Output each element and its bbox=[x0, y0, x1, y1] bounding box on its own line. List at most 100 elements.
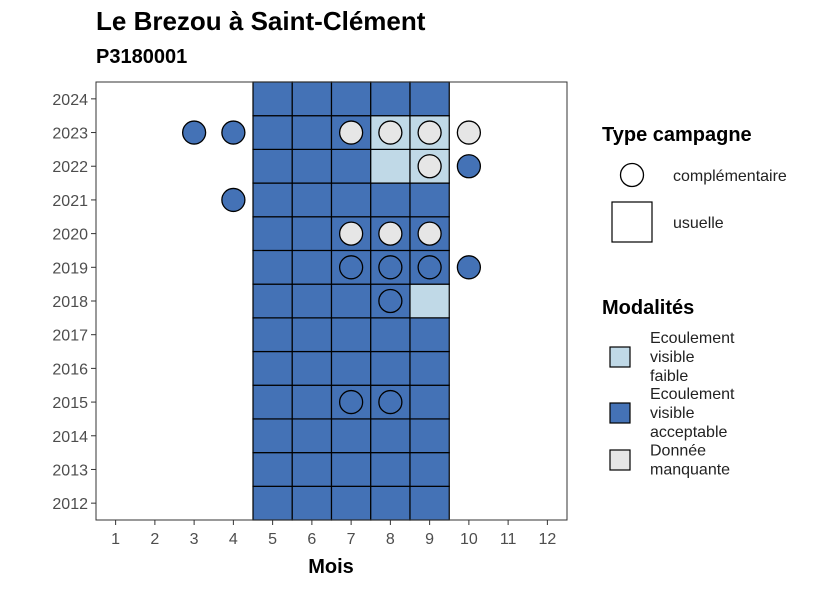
tile-usuelle-2018-7 bbox=[330, 283, 372, 319]
tile-usuelle-2017-5 bbox=[252, 317, 293, 353]
point-complementaire-2019-7 bbox=[338, 255, 364, 280]
point-complementaire-2022-10 bbox=[456, 154, 482, 179]
point-complementaire-2019-9 bbox=[417, 255, 442, 280]
tile-usuelle-2012-8 bbox=[370, 485, 411, 521]
x-tick-label-5: 5 bbox=[268, 531, 277, 548]
tiles-layer bbox=[252, 81, 450, 521]
tile-usuelle-2021-8 bbox=[370, 182, 411, 218]
x-tick-label-12: 12 bbox=[538, 531, 556, 548]
point-complementaire-2020-9 bbox=[417, 221, 442, 246]
x-axis: 1 2 3 4 5 6 7 8 9 10 11 12 bbox=[111, 520, 556, 548]
legend-type-campagne: Type campagne complémentaire usuelle bbox=[602, 124, 787, 243]
tile-usuelle-2021-6 bbox=[291, 182, 333, 218]
point-complementaire-2023-9 bbox=[417, 120, 442, 145]
legend-label-modalite-2: Donnée manquante bbox=[650, 443, 730, 479]
tile-usuelle-2018-5 bbox=[252, 283, 293, 319]
y-tick-label-2022: 2022 bbox=[52, 159, 88, 176]
point-complementaire-2020-8 bbox=[378, 221, 403, 246]
point-complementaire-2020-7 bbox=[338, 221, 364, 246]
x-tick-label-11: 11 bbox=[500, 531, 517, 548]
tile-usuelle-2016-5 bbox=[252, 350, 293, 386]
tile-usuelle-2012-9 bbox=[409, 485, 450, 521]
point-complementaire-2015-7 bbox=[338, 389, 364, 415]
x-tick-label-3: 3 bbox=[190, 531, 199, 548]
tile-usuelle-2014-9 bbox=[409, 418, 450, 454]
x-tick-label-10: 10 bbox=[460, 531, 478, 548]
legend-key-complementaire bbox=[619, 162, 645, 188]
tile-usuelle-2013-7 bbox=[330, 452, 372, 487]
y-tick-label-2018: 2018 bbox=[52, 294, 88, 311]
y-tick-label-2023: 2023 bbox=[52, 126, 88, 143]
point-complementaire-2015-8 bbox=[378, 389, 403, 415]
legend-key-modalite-1 bbox=[609, 402, 631, 424]
tile-usuelle-2022-5 bbox=[252, 148, 293, 184]
y-tick-label-2017: 2017 bbox=[52, 328, 88, 345]
tile-usuelle-2022-8 bbox=[370, 148, 411, 184]
y-axis: 2012 2013 2014 2015 2016 2017 2018 2019 2020 2021… bbox=[52, 92, 96, 513]
tile-usuelle-2016-8 bbox=[370, 350, 411, 386]
tile-usuelle-2021-7 bbox=[330, 182, 372, 218]
tile-usuelle-2013-9 bbox=[409, 452, 450, 487]
point-complementaire-2019-8 bbox=[378, 255, 403, 280]
tile-usuelle-2018-9 bbox=[409, 283, 450, 319]
point-complementaire-2023-4 bbox=[221, 120, 246, 145]
tile-usuelle-2012-6 bbox=[291, 485, 333, 521]
x-tick-label-2: 2 bbox=[150, 531, 159, 548]
point-complementaire-2023-8 bbox=[378, 120, 403, 145]
tile-usuelle-2024-9 bbox=[409, 81, 450, 117]
tile-usuelle-2016-6 bbox=[291, 350, 333, 386]
tile-usuelle-2022-6 bbox=[291, 148, 333, 184]
x-axis-title: Mois bbox=[308, 556, 354, 578]
point-complementaire-2019-10 bbox=[456, 255, 482, 280]
y-tick-label-2016: 2016 bbox=[52, 361, 88, 378]
point-complementaire-2023-10 bbox=[456, 120, 482, 145]
y-tick-label-2019: 2019 bbox=[52, 260, 88, 277]
x-tick-label-8: 8 bbox=[386, 531, 395, 548]
tile-usuelle-2018-6 bbox=[291, 283, 333, 319]
tile-usuelle-2017-8 bbox=[370, 317, 411, 353]
tile-usuelle-2022-7 bbox=[330, 148, 372, 184]
y-tick-label-2024: 2024 bbox=[52, 92, 88, 109]
tile-usuelle-2023-6 bbox=[291, 115, 333, 150]
tile-usuelle-2020-5 bbox=[252, 216, 293, 252]
y-tick-label-2014: 2014 bbox=[52, 429, 88, 446]
x-tick-label-9: 9 bbox=[425, 531, 434, 548]
tile-usuelle-2017-7 bbox=[330, 317, 372, 353]
legend-modalites: Modalités Ecoulement visible faibleEcouleme… bbox=[602, 297, 735, 479]
tile-usuelle-2013-5 bbox=[252, 452, 293, 487]
tile-usuelle-2014-7 bbox=[330, 418, 372, 454]
point-complementaire-2018-8 bbox=[378, 288, 403, 314]
tile-usuelle-2015-9 bbox=[409, 384, 450, 420]
points-layer bbox=[181, 120, 482, 415]
x-tick-label-4: 4 bbox=[229, 531, 238, 548]
tile-usuelle-2017-6 bbox=[291, 317, 333, 353]
point-complementaire-2023-7 bbox=[338, 120, 364, 145]
tile-usuelle-2015-6 bbox=[291, 384, 333, 420]
legend-label-complementaire: complémentaire bbox=[673, 168, 787, 185]
chart-subtitle: P3180001 bbox=[96, 46, 188, 68]
point-complementaire-2022-9 bbox=[417, 154, 442, 179]
tile-usuelle-2021-9 bbox=[409, 182, 450, 218]
x-tick-label-6: 6 bbox=[307, 531, 316, 548]
legend-key-usuelle bbox=[611, 201, 653, 243]
tile-usuelle-2024-8 bbox=[370, 81, 411, 117]
point-complementaire-2023-3 bbox=[181, 120, 207, 145]
legend-modalites-title: Modalités bbox=[602, 297, 694, 319]
tile-usuelle-2012-7 bbox=[330, 485, 372, 521]
y-tick-label-2015: 2015 bbox=[52, 395, 88, 412]
chart-title: Le Brezou à Saint-Clément bbox=[96, 6, 426, 36]
legend-label-usuelle: usuelle bbox=[673, 215, 724, 232]
tile-usuelle-2012-5 bbox=[252, 485, 293, 521]
tile-usuelle-2015-5 bbox=[252, 384, 293, 420]
y-tick-label-2013: 2013 bbox=[52, 462, 88, 479]
tile-usuelle-2024-6 bbox=[291, 81, 333, 117]
legend-type-title: Type campagne bbox=[602, 124, 752, 146]
y-tick-label-2021: 2021 bbox=[52, 193, 88, 210]
x-tick-label-1: 1 bbox=[111, 531, 120, 548]
tile-usuelle-2013-6 bbox=[291, 452, 333, 487]
tile-usuelle-2016-9 bbox=[409, 350, 450, 386]
tile-usuelle-2024-5 bbox=[252, 81, 293, 117]
y-tick-label-2020: 2020 bbox=[52, 227, 88, 244]
legend-label-modalite-1: Ecoulement visible acceptable bbox=[650, 386, 735, 441]
